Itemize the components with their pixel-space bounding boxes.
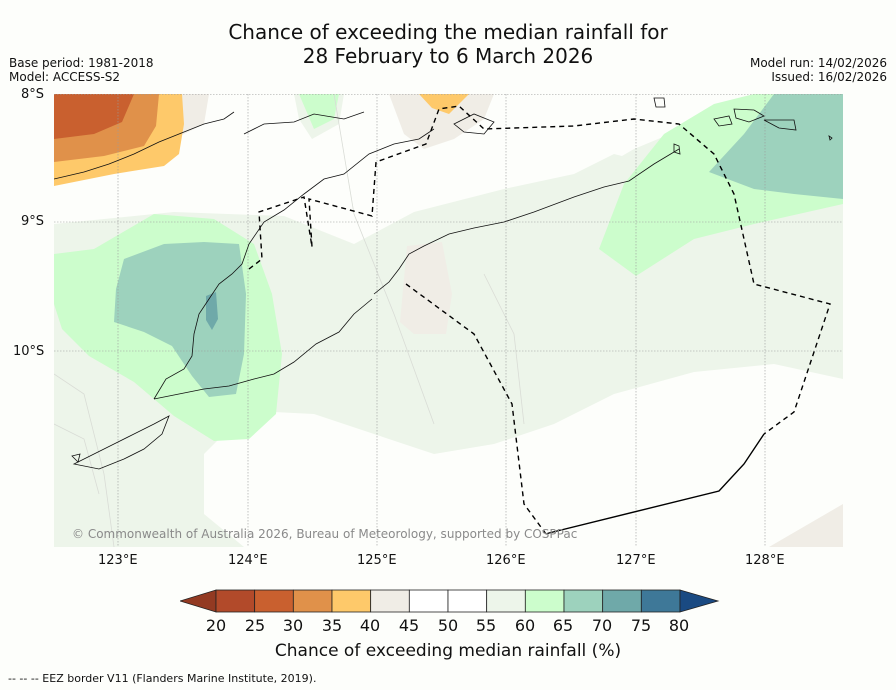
region-70-75-spot [206,292,218,330]
lon-label-125e: 125°E [357,553,397,568]
wetar-coast [453,113,495,135]
small-island-6 [828,135,833,141]
colorbar-label: Chance of exceeding median rainfall (%) [274,641,622,661]
colorbar [178,589,720,619]
meta-left: Base period: 1981-2018 Model: ACCESS-S2 [9,56,154,84]
colorbar-tick: 50 [437,616,459,635]
title-line-1: Chance of exceeding the median rainfall … [228,20,668,44]
lon-label-123e: 123°E [98,553,138,568]
region-40-45-centre [400,242,452,334]
savu-coast [71,453,81,463]
sumba-coast [72,415,170,470]
issued-text: Issued: 16/02/2026 [771,70,887,84]
timor-coast-south [153,298,373,400]
gridlines [54,94,843,547]
colorbar-cell [524,589,565,613]
colorbar-cell [331,589,372,613]
region-35-40-top [419,94,469,114]
small-island-4 [763,119,797,131]
eez-border-note: -- -- -- EEZ border V11 (Flanders Marine… [8,672,317,685]
colorbar-cell [486,589,526,613]
base-period-text: Base period: 1981-2018 [9,56,154,70]
colorbar-tick: 80 [668,616,690,635]
copyright-text: © Commonwealth of Australia 2026, Bureau… [72,527,577,541]
region-60-65-top [299,94,339,129]
lat-label-10s: 10°S [13,344,45,359]
colorbar-tick: 70 [591,616,613,635]
colorbar-tick: 55 [475,616,497,635]
colorbar-cell [292,589,333,613]
colorbar-under-arrow [178,589,217,613]
lon-label-124e: 124°E [228,553,268,568]
title-line-2: 28 February to 6 March 2026 [302,44,594,68]
flores-coast [54,111,235,180]
small-island-3 [713,115,733,127]
timor-west-coast [153,128,435,400]
colorbar-cell [370,589,410,613]
map-panel: © Commonwealth of Australia 2026, Bureau… [54,94,843,547]
colorbar-graphic [178,589,720,613]
colorbar-tick: 20 [205,616,227,635]
coastlines [54,97,833,470]
colorbar-cell [215,589,256,613]
colorbar-tick: 30 [282,616,304,635]
region-65-70-west [114,242,246,397]
colorbar-cell [408,589,449,613]
meta-right: Model run: 14/02/2026 Issued: 16/02/2026 [750,56,887,84]
timor-coast-north [373,148,680,295]
lon-label-128e: 128°E [745,553,785,568]
model-text: Model: ACCESS-S2 [9,70,121,84]
colorbar-tick: 40 [359,616,381,635]
region-25-30 [54,94,134,139]
colorbar-tick: 65 [552,616,574,635]
colorbar-tick: 60 [514,616,536,635]
faint-contours [54,94,525,547]
eez-border [248,105,831,535]
small-island-2 [733,108,765,123]
map-title: Chance of exceeding the median rainfall … [0,20,896,68]
colorbar-tick: 35 [321,616,343,635]
region-40-45-corner [769,504,843,547]
lat-label-9s: 9°S [21,214,45,229]
colorbar-over-arrow [679,589,720,613]
region-40-45-top [389,94,494,149]
model-run-text: Model run: 14/02/2026 [749,56,887,70]
lat-label-8s: 8°S [21,87,45,102]
colorbar-tick: 75 [630,616,652,635]
alor-coast [243,111,365,135]
small-island-1 [653,97,666,108]
lon-label-126e: 126°E [486,553,526,568]
colorbar-cell [254,589,294,613]
colorbar-tick: 45 [398,616,420,635]
colorbar-cell [563,589,604,613]
colorbar-cells [215,589,681,613]
small-island-5 [673,143,681,155]
region-65-70-east [709,94,843,199]
colorbar-tick: 25 [244,616,266,635]
colorbar-cell [640,589,681,613]
colorbar-cell [602,589,642,613]
lon-label-127e: 127°E [616,553,656,568]
probability-map: © Commonwealth of Australia 2026, Bureau… [54,94,843,547]
colorbar-cell [447,589,488,613]
